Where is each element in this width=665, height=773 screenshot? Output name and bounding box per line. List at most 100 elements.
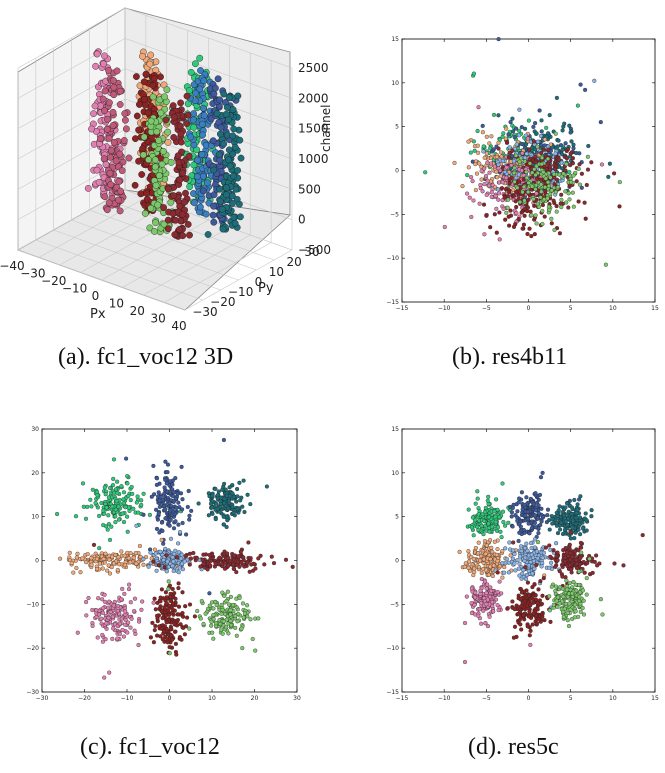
- x-tick-label: −10: [438, 305, 451, 312]
- data-point: [538, 475, 544, 480]
- data-point: [100, 597, 105, 602]
- data-point: [507, 150, 512, 155]
- data-point: [187, 517, 192, 522]
- data-point: [84, 599, 89, 605]
- data-point: [55, 511, 60, 517]
- data-point: [110, 77, 117, 84]
- data-point: [487, 529, 492, 534]
- data-point: [106, 153, 114, 161]
- data-point: [74, 555, 79, 560]
- data-point: [479, 523, 484, 528]
- data-point: [170, 607, 175, 612]
- data-point: [109, 108, 117, 116]
- data-point: [184, 532, 189, 537]
- data-point: [190, 124, 198, 131]
- data-point: [555, 513, 560, 519]
- data-point: [132, 628, 137, 633]
- data-point: [237, 595, 242, 600]
- data-point: [167, 603, 172, 608]
- data-point: [185, 615, 190, 620]
- data-point: [534, 621, 540, 626]
- data-point: [131, 506, 136, 511]
- data-point: [103, 492, 108, 497]
- data-point: [92, 62, 100, 70]
- data-point: [106, 495, 111, 500]
- data-point: [581, 612, 587, 617]
- data-point: [481, 557, 486, 562]
- data-point: [531, 197, 536, 202]
- data-point: [575, 507, 580, 512]
- data-point: [567, 123, 572, 128]
- data-point: [149, 82, 157, 89]
- data-point: [504, 175, 509, 180]
- data-point: [469, 214, 474, 220]
- data-point: [518, 609, 523, 615]
- data-point: [482, 166, 487, 171]
- data-point: [161, 557, 166, 562]
- data-point: [139, 151, 147, 159]
- data-point: [221, 522, 226, 527]
- y-tick-label: 0: [255, 275, 263, 289]
- data-point: [236, 136, 244, 144]
- data-point: [555, 550, 560, 555]
- data-point: [123, 609, 128, 614]
- data-point: [546, 131, 551, 136]
- data-point: [106, 615, 111, 620]
- data-point: [552, 200, 557, 206]
- data-point: [223, 561, 228, 566]
- x-tick-label: −40: [0, 259, 25, 273]
- data-point: [539, 129, 544, 134]
- data-point: [169, 627, 174, 632]
- data-point: [539, 155, 545, 160]
- data-point: [525, 580, 530, 585]
- data-point: [117, 611, 122, 616]
- data-point: [476, 540, 481, 545]
- data-point: [518, 622, 523, 627]
- data-point: [585, 154, 590, 159]
- data-point: [126, 587, 132, 592]
- y-tick-label: 0: [35, 558, 39, 565]
- data-point: [538, 133, 544, 138]
- data-point: [522, 558, 527, 563]
- data-point: [122, 553, 127, 558]
- data-point: [200, 557, 205, 562]
- data-point: [199, 131, 207, 139]
- data-point: [484, 134, 489, 139]
- data-point: [526, 568, 531, 574]
- data-point: [235, 200, 243, 208]
- data-point: [191, 60, 199, 68]
- data-point: [493, 193, 498, 198]
- data-point: [167, 158, 175, 166]
- data-point: [525, 548, 530, 553]
- data-point: [115, 178, 123, 185]
- data-point: [568, 563, 573, 568]
- data-point: [520, 226, 525, 231]
- data-point: [570, 518, 576, 523]
- data-point: [506, 520, 511, 525]
- data-point: [560, 531, 566, 537]
- data-point: [90, 487, 95, 492]
- data-point: [546, 147, 551, 152]
- data-point: [488, 564, 493, 569]
- data-point: [577, 162, 582, 167]
- data-point: [553, 151, 558, 156]
- data-point: [515, 185, 520, 190]
- data-point: [547, 113, 552, 118]
- data-point: [196, 501, 201, 506]
- data-point: [153, 607, 158, 612]
- data-point: [74, 565, 79, 571]
- data-point: [563, 168, 568, 173]
- data-point: [218, 495, 224, 500]
- data-point: [101, 107, 108, 115]
- data-point: [494, 497, 499, 502]
- data-point: [500, 158, 505, 164]
- data-point: [174, 652, 179, 657]
- data-point: [179, 232, 187, 240]
- data-point: [617, 180, 622, 185]
- data-point: [527, 226, 532, 231]
- x-tick-label: −10: [62, 282, 87, 296]
- data-point: [548, 554, 553, 559]
- data-point: [231, 603, 236, 608]
- data-point: [107, 557, 112, 562]
- data-point: [480, 123, 485, 128]
